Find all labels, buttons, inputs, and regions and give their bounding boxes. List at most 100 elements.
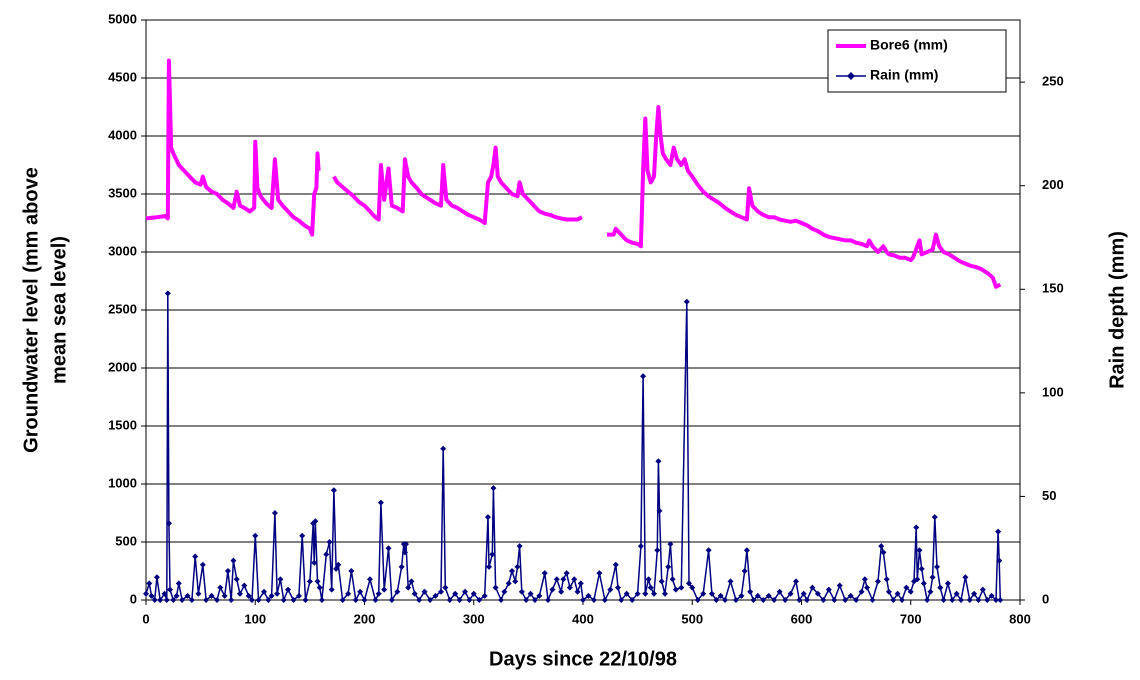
y-tick-label: 500 bbox=[115, 533, 137, 548]
data-point bbox=[962, 574, 969, 581]
y-tick-label: 3500 bbox=[108, 185, 137, 200]
data-point bbox=[654, 547, 661, 554]
data-point bbox=[470, 590, 477, 597]
data-point bbox=[931, 514, 938, 521]
data-point bbox=[484, 514, 491, 521]
data-point bbox=[401, 549, 408, 556]
data-point bbox=[432, 592, 439, 599]
data-point bbox=[427, 597, 434, 603]
y2-tick-label: 50 bbox=[1042, 488, 1056, 503]
data-point bbox=[658, 578, 665, 585]
y-tick-label: 0 bbox=[130, 591, 137, 606]
data-point bbox=[787, 590, 794, 597]
data-point bbox=[208, 592, 215, 599]
data-point bbox=[861, 576, 868, 583]
x-tick-label: 800 bbox=[1009, 611, 1031, 626]
data-point bbox=[864, 584, 871, 591]
data-point bbox=[825, 586, 832, 593]
x-axis-label: Days since 22/10/98 bbox=[489, 648, 677, 670]
y2-tick-label: 200 bbox=[1042, 177, 1064, 192]
data-point bbox=[916, 547, 923, 554]
data-point bbox=[705, 547, 712, 554]
x-tick-label: 500 bbox=[681, 611, 703, 626]
data-point bbox=[416, 597, 423, 603]
data-point bbox=[161, 590, 168, 597]
x-tick-label: 100 bbox=[244, 611, 266, 626]
data-point bbox=[345, 590, 352, 597]
y-tick-label: 2000 bbox=[108, 359, 137, 374]
data-point bbox=[151, 597, 158, 603]
data-point bbox=[531, 597, 538, 603]
data-point bbox=[146, 580, 153, 587]
data-point bbox=[398, 563, 405, 570]
y-tick-label: 2500 bbox=[108, 301, 137, 316]
data-point bbox=[361, 597, 368, 603]
data-point bbox=[558, 588, 565, 595]
data-point bbox=[260, 588, 267, 595]
data-point bbox=[831, 597, 838, 603]
data-point bbox=[601, 597, 608, 603]
data-point bbox=[899, 597, 906, 603]
data-point bbox=[421, 588, 428, 595]
data-point bbox=[929, 574, 936, 581]
data-point bbox=[629, 597, 636, 603]
x-tick-label: 200 bbox=[354, 611, 376, 626]
data-point bbox=[940, 597, 947, 603]
data-point bbox=[694, 597, 701, 603]
data-point bbox=[403, 541, 410, 548]
data-point bbox=[163, 597, 170, 603]
data-point bbox=[607, 586, 614, 593]
x-tick-label: 600 bbox=[791, 611, 813, 626]
data-point bbox=[722, 597, 729, 603]
x-tick-label: 400 bbox=[572, 611, 594, 626]
data-point bbox=[440, 445, 447, 452]
data-point bbox=[672, 586, 679, 593]
data-point bbox=[170, 597, 177, 603]
data-point bbox=[148, 592, 155, 599]
data-point bbox=[903, 584, 910, 591]
data-point bbox=[782, 597, 789, 603]
data-point bbox=[245, 592, 252, 599]
y-tick-label: 1000 bbox=[108, 475, 137, 490]
data-point bbox=[713, 597, 720, 603]
data-point bbox=[971, 590, 978, 597]
y2-tick-label: 100 bbox=[1042, 384, 1064, 399]
data-point bbox=[765, 592, 772, 599]
data-point bbox=[290, 597, 297, 603]
data-point bbox=[814, 590, 821, 597]
data-point bbox=[385, 545, 392, 552]
data-point bbox=[214, 597, 221, 603]
data-point bbox=[230, 557, 237, 564]
data-point bbox=[913, 524, 920, 531]
data-point bbox=[577, 580, 584, 587]
data-point bbox=[381, 586, 388, 593]
data-point bbox=[302, 597, 309, 603]
data-point bbox=[623, 590, 630, 597]
data-point bbox=[228, 597, 235, 603]
data-point bbox=[661, 590, 668, 597]
data-point bbox=[918, 565, 925, 572]
data-point bbox=[776, 588, 783, 595]
data-point bbox=[184, 592, 191, 599]
data-point bbox=[563, 570, 570, 577]
data-point bbox=[192, 553, 199, 560]
data-point bbox=[175, 580, 182, 587]
data-point bbox=[486, 563, 493, 570]
data-point bbox=[405, 584, 412, 591]
data-point bbox=[199, 561, 206, 568]
data-point bbox=[490, 485, 497, 492]
data-point bbox=[553, 576, 560, 583]
data-point bbox=[366, 576, 373, 583]
data-point bbox=[274, 590, 281, 597]
data-point bbox=[143, 590, 149, 597]
data-point bbox=[944, 580, 951, 587]
data-point bbox=[809, 584, 816, 591]
x-tick-label: 300 bbox=[463, 611, 485, 626]
data-point bbox=[167, 586, 174, 593]
data-point bbox=[566, 584, 573, 591]
data-point bbox=[800, 590, 807, 597]
data-point bbox=[442, 584, 449, 591]
data-point bbox=[796, 597, 803, 603]
data-point bbox=[647, 584, 654, 591]
y2-tick-label: 250 bbox=[1042, 74, 1064, 89]
